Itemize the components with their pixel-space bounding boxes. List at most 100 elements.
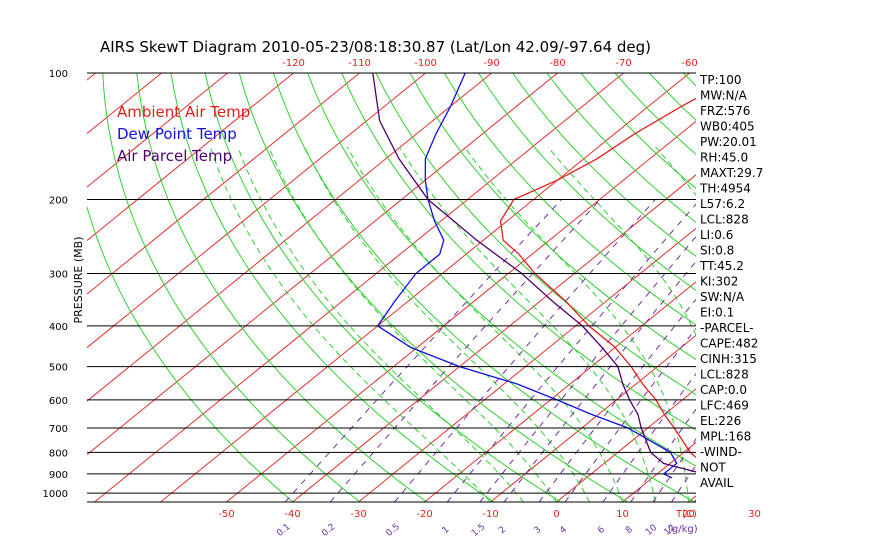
index-value: LCL:828: [700, 213, 749, 227]
dry-adiabat-line: [854, 73, 870, 502]
index-value: KI:302: [700, 275, 738, 289]
index-value: CAP:0.0: [700, 383, 747, 397]
isotherm-line: [87, 73, 294, 242]
mixing-ratio-tick-label: 10: [644, 523, 659, 538]
isotherm-line: [87, 73, 426, 349]
mixing-ratio-line: [770, 200, 870, 503]
mixing-ratio-line: [284, 199, 562, 502]
index-value: AVAIL: [700, 476, 734, 490]
bottom-temp-tick-label: 10: [616, 509, 629, 520]
pressure-tick-label: 200: [49, 195, 68, 206]
isotherm-line: [87, 73, 558, 456]
mixing-ratio-line: [446, 203, 696, 502]
mixing-ratio-unit-label: (g/kg): [668, 524, 698, 535]
parcel-temp-line: [372, 73, 696, 473]
pressure-tick-label: 100: [49, 69, 68, 80]
pressure-tick-label: 400: [49, 322, 68, 333]
top-temp-tick-label: -80: [549, 58, 565, 69]
mixing-ratio-tick-label: 2: [497, 525, 508, 536]
bottom-temp-tick-label: -10: [482, 509, 498, 520]
pressure-tick-label: 300: [49, 269, 68, 280]
isotherm-line: [87, 73, 228, 188]
pressure-tick-label: 900: [49, 470, 68, 481]
index-value: TT:45.2: [699, 259, 744, 273]
dry-adiabat-line: [204, 73, 562, 502]
isotherm-line: [556, 388, 696, 502]
isotherm-line: [0, 73, 30, 502]
top-temp-tick-label: -120: [282, 58, 305, 69]
index-value: MAXT:29.7: [700, 166, 763, 180]
index-value: SI:0.8: [700, 244, 734, 258]
index-value: LFC:469: [700, 399, 749, 413]
isotherm-line: [490, 334, 696, 502]
isotherm-line: [821, 73, 870, 502]
top-temp-tick-label: -70: [615, 58, 631, 69]
mixing-ratio-line: [479, 235, 696, 502]
bottom-temp-tick-label: -50: [218, 509, 234, 520]
isotherm-line: [424, 281, 696, 502]
dry-adiabat-line: [307, 73, 696, 467]
dry-adiabat-line: [786, 73, 870, 502]
dry-adiabat-line: [648, 73, 696, 121]
dry-adiabat-line: [170, 73, 495, 502]
top-temp-tick-label: -110: [348, 58, 371, 69]
dry-adiabat-line: [512, 73, 696, 257]
index-value: FRZ:576: [700, 104, 750, 118]
top-temp-tick-label: -90: [483, 58, 499, 69]
top-temp-tick-label: -60: [681, 58, 697, 69]
isotherm-line: [755, 73, 870, 502]
index-value: EI:0.1: [700, 306, 734, 320]
mixing-ratio-tick-label: 0.1: [275, 522, 292, 539]
dry-adiabat-line: [478, 73, 696, 292]
isotherm-line: [292, 174, 696, 502]
mixing-ratio-line: [630, 408, 696, 502]
dry-adiabat-line: [409, 73, 696, 361]
index-value: WB0:405: [700, 120, 755, 134]
mixing-ratio-tick-label: 1.5: [470, 522, 487, 539]
dew-point-line: [376, 73, 678, 479]
index-value: TP:100: [699, 73, 742, 87]
index-value: MW:N/A: [700, 89, 748, 103]
index-value: CINH:315: [700, 352, 757, 366]
bottom-temp-tick-label: -20: [416, 509, 432, 520]
ambient-temp-line: [499, 97, 696, 459]
y-axis-label: PRESSURE (MB): [72, 237, 85, 324]
bottom-temp-tick-label: 30: [748, 509, 761, 520]
dry-adiabat-line: [136, 73, 428, 502]
index-value: MPL:168: [700, 430, 751, 444]
mixing-ratio-tick-label: 1: [441, 525, 452, 536]
moist-adiabat-line: [304, 146, 590, 502]
mixing-ratio-tick-label: 6: [596, 525, 607, 537]
index-value: EL:226: [700, 414, 741, 428]
mixing-ratio-line: [652, 438, 696, 502]
pressure-tick-label: 600: [49, 396, 68, 407]
isotherm-line: [358, 227, 696, 502]
isotherm-line: [226, 120, 696, 502]
dry-adiabat-line: [443, 73, 696, 326]
dry-adiabat-line: [87, 205, 294, 502]
index-value: -PARCEL-: [700, 321, 754, 335]
index-value: TH:4954: [699, 182, 751, 196]
bottom-temp-tick-label: -30: [350, 509, 366, 520]
index-value: NOT: [700, 461, 726, 475]
dry-adiabat-line: [375, 73, 696, 396]
legend-entry: Air Parcel Temp: [117, 147, 232, 165]
isotherm-line: [94, 73, 624, 502]
dry-adiabat-line: [238, 73, 628, 502]
mixing-ratio-line: [749, 200, 870, 503]
isotherm-line: [87, 73, 492, 402]
pressure-tick-label: 1000: [43, 489, 68, 500]
bottom-temp-tick-label: 0: [553, 509, 559, 520]
legend-entry: Dew Point Temp: [117, 125, 237, 143]
mixing-ratio-tick-label: 0.2: [320, 522, 337, 539]
dry-adiabat-line: [273, 73, 695, 502]
index-value: CAPE:482: [700, 337, 758, 351]
mixing-ratio-tick-label: 0.5: [385, 522, 402, 539]
index-value: LI:0.6: [700, 228, 733, 242]
moist-adiabat-line: [821, 147, 870, 502]
temp-unit-label: T(C): [675, 509, 697, 520]
pressure-tick-label: 700: [49, 424, 68, 435]
pressure-tick-label: 800: [49, 448, 68, 459]
mixing-ratio-line: [503, 260, 696, 502]
